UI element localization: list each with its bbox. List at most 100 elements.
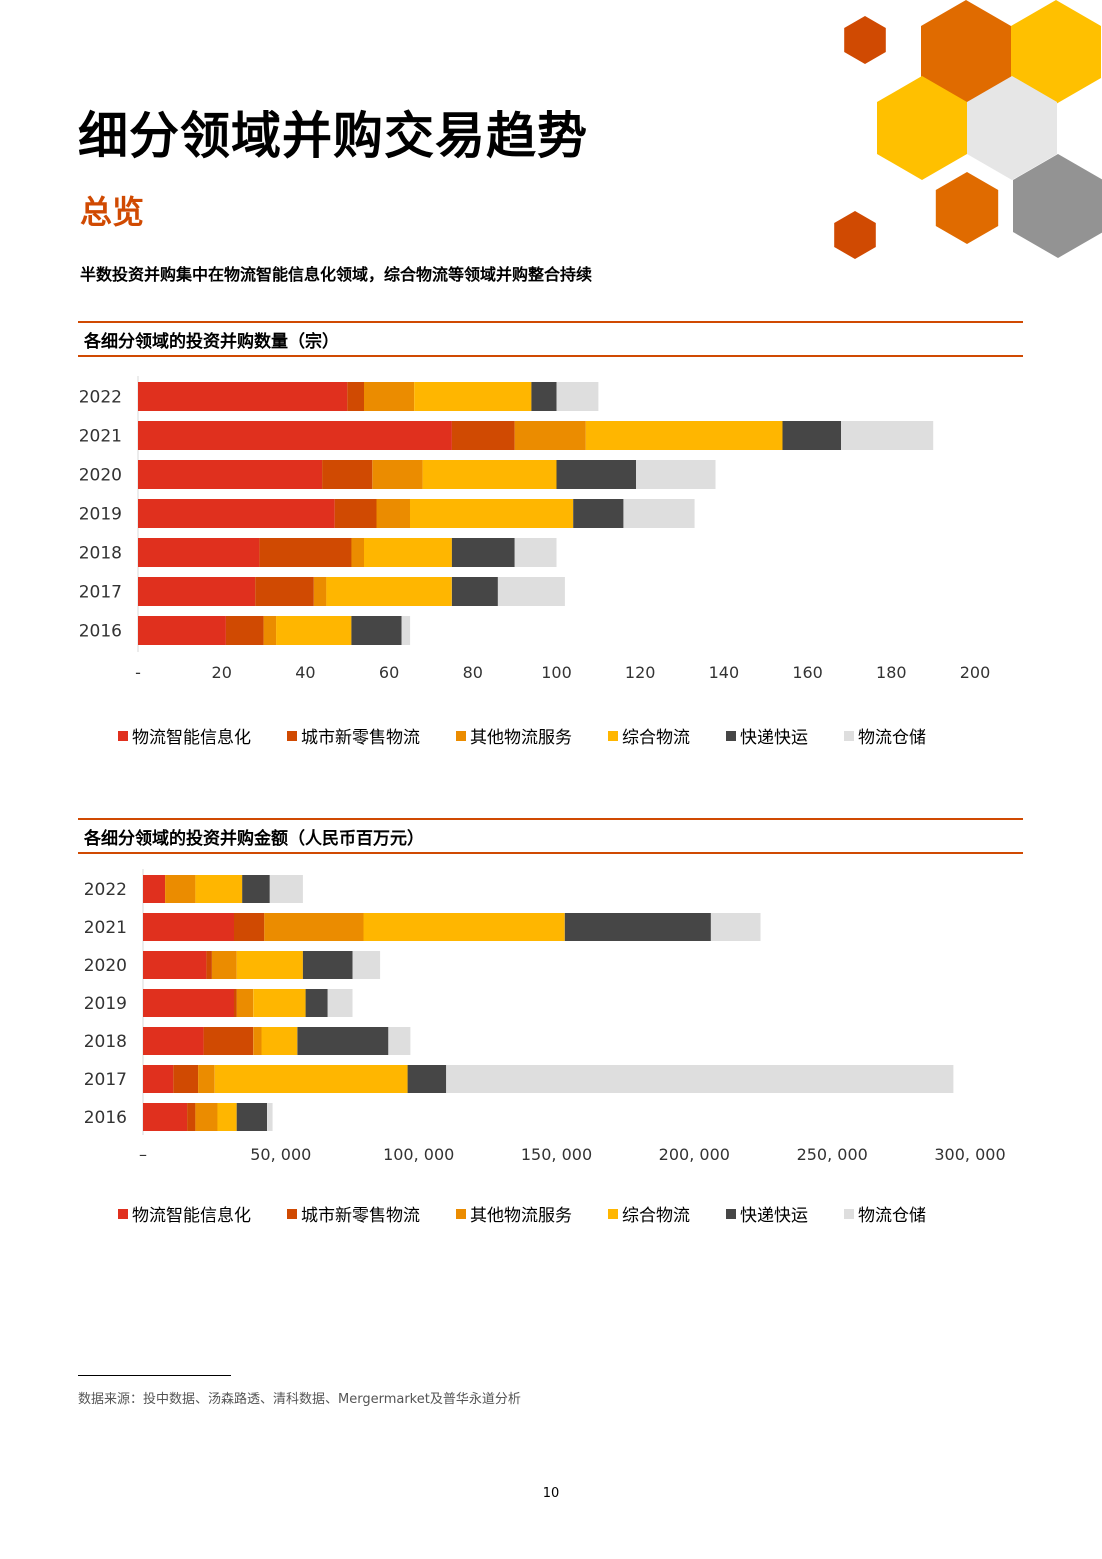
category-label: 2022: [84, 880, 127, 900]
legend-swatch: [726, 730, 736, 741]
x-tick-label: 180: [876, 663, 907, 682]
bar-segment: [264, 913, 364, 941]
legend-item: 城市新零售物流: [287, 1201, 420, 1226]
bar-segment: [234, 989, 237, 1017]
x-tick-label: 40: [295, 663, 315, 682]
bar-segment: [451, 538, 515, 567]
bar-segment: [138, 616, 226, 645]
hexagon-decoration: [834, 0, 1102, 259]
bar-segment: [138, 382, 348, 411]
chart-2-legend: 物流智能信息化 城市新零售物流 其他物流服务 综合物流 快递快运 物流仓储: [118, 1201, 926, 1226]
bar-segment: [351, 616, 402, 645]
bar-segment: [407, 1065, 447, 1093]
bar-segment: [451, 421, 515, 450]
bar-segment: [363, 913, 565, 941]
x-tick-label: –: [139, 1145, 147, 1164]
bar-segment: [564, 913, 711, 941]
bar-segment: [143, 1065, 174, 1093]
x-tick-label: 50, 000: [250, 1145, 311, 1164]
category-label: 2020: [79, 466, 122, 486]
hexagon-shape: [834, 211, 876, 259]
legend-item: 物流智能信息化: [118, 1201, 251, 1226]
bar-segment: [138, 499, 335, 528]
legend-label: 其他物流服务: [470, 728, 572, 748]
bar-segment: [143, 1027, 204, 1055]
bar-segment: [143, 875, 166, 903]
hexagon-shape: [921, 0, 1011, 104]
bar-segment: [372, 460, 423, 489]
legend-swatch: [608, 1208, 618, 1219]
bar-segment: [138, 421, 452, 450]
bar-segment: [263, 616, 277, 645]
legend-item: 物流仓储: [844, 1201, 926, 1226]
bar-segment: [376, 499, 410, 528]
hexagon-shape: [877, 76, 967, 180]
bar-segment: [327, 989, 353, 1017]
bar-segment: [242, 875, 270, 903]
bar-segment: [259, 538, 352, 567]
category-label: 2017: [84, 1070, 127, 1090]
bar-segment: [710, 913, 761, 941]
bar-segment: [305, 989, 328, 1017]
legend-swatch: [844, 1208, 854, 1219]
legend-item: 综合物流: [608, 723, 690, 748]
bar-segment: [585, 421, 783, 450]
section-title: 总览: [80, 193, 145, 231]
bar-segment: [446, 1065, 954, 1093]
chart-1-heading-text: 各细分领域的投资并购数量（宗）: [84, 332, 339, 352]
bar-segment: [261, 1027, 298, 1055]
x-tick-label: 120: [625, 663, 656, 682]
bar-segment: [573, 499, 624, 528]
legend-swatch: [118, 1208, 128, 1219]
chart-1-legend: 物流智能信息化 城市新零售物流 其他物流服务 综合物流 快递快运 物流仓储: [118, 723, 926, 748]
category-label: 2019: [84, 994, 127, 1014]
legend-label: 城市新零售物流: [301, 1206, 420, 1226]
page-number: 10: [542, 1486, 560, 1501]
bar-segment: [276, 616, 352, 645]
bar-segment: [623, 499, 695, 528]
bar-segment: [531, 382, 557, 411]
hexagon-shape: [844, 16, 886, 64]
bar-segment: [267, 1103, 273, 1131]
bar-segment: [302, 951, 353, 979]
bar-segment: [514, 421, 586, 450]
category-label: 2021: [84, 918, 127, 938]
hexagon-shape: [935, 172, 999, 244]
bar-segment: [143, 1103, 188, 1131]
legend-item: 物流仓储: [844, 723, 926, 748]
hexagon-shape: [1013, 154, 1102, 258]
x-tick-label: 100, 000: [383, 1145, 454, 1164]
bar-segment: [214, 1065, 408, 1093]
bar-segment: [236, 951, 303, 979]
bar-segment: [253, 1027, 262, 1055]
category-label: 2016: [84, 1108, 127, 1128]
bar-segment: [138, 577, 256, 606]
hexagon-shape: [1011, 0, 1101, 104]
x-tick-label: 200, 000: [659, 1145, 730, 1164]
bar-segment: [143, 989, 234, 1017]
bar-segment: [841, 421, 934, 450]
category-label: 2018: [79, 544, 122, 564]
bar-segment: [255, 577, 314, 606]
bar-segment: [414, 382, 532, 411]
legend-swatch: [456, 730, 466, 741]
x-tick-label: 150, 000: [521, 1145, 592, 1164]
legend-swatch: [118, 730, 128, 741]
bar-segment: [556, 460, 636, 489]
category-label: 2016: [79, 622, 122, 642]
deal-count-chart: 2022 2021 2020 2019 2018 2017 2016 - 20 40 60 80 100…: [79, 376, 991, 682]
bar-segment: [352, 951, 381, 979]
category-label: 2019: [79, 505, 122, 525]
bar-segment: [556, 382, 599, 411]
x-tick-label: 200: [960, 663, 991, 682]
x-tick-label: 20: [212, 663, 232, 682]
bar-segment: [203, 1027, 254, 1055]
category-label: 2022: [79, 388, 122, 408]
legend-item: 综合物流: [608, 1201, 690, 1226]
hexagon-shape: [967, 76, 1057, 180]
bar-segment: [782, 421, 842, 450]
chart-2-heading: 各细分领域的投资并购金额（人民币百万元）: [78, 818, 1023, 854]
bar-segment: [195, 875, 243, 903]
bar-segment: [206, 951, 212, 979]
bar-segment: [253, 989, 306, 1017]
